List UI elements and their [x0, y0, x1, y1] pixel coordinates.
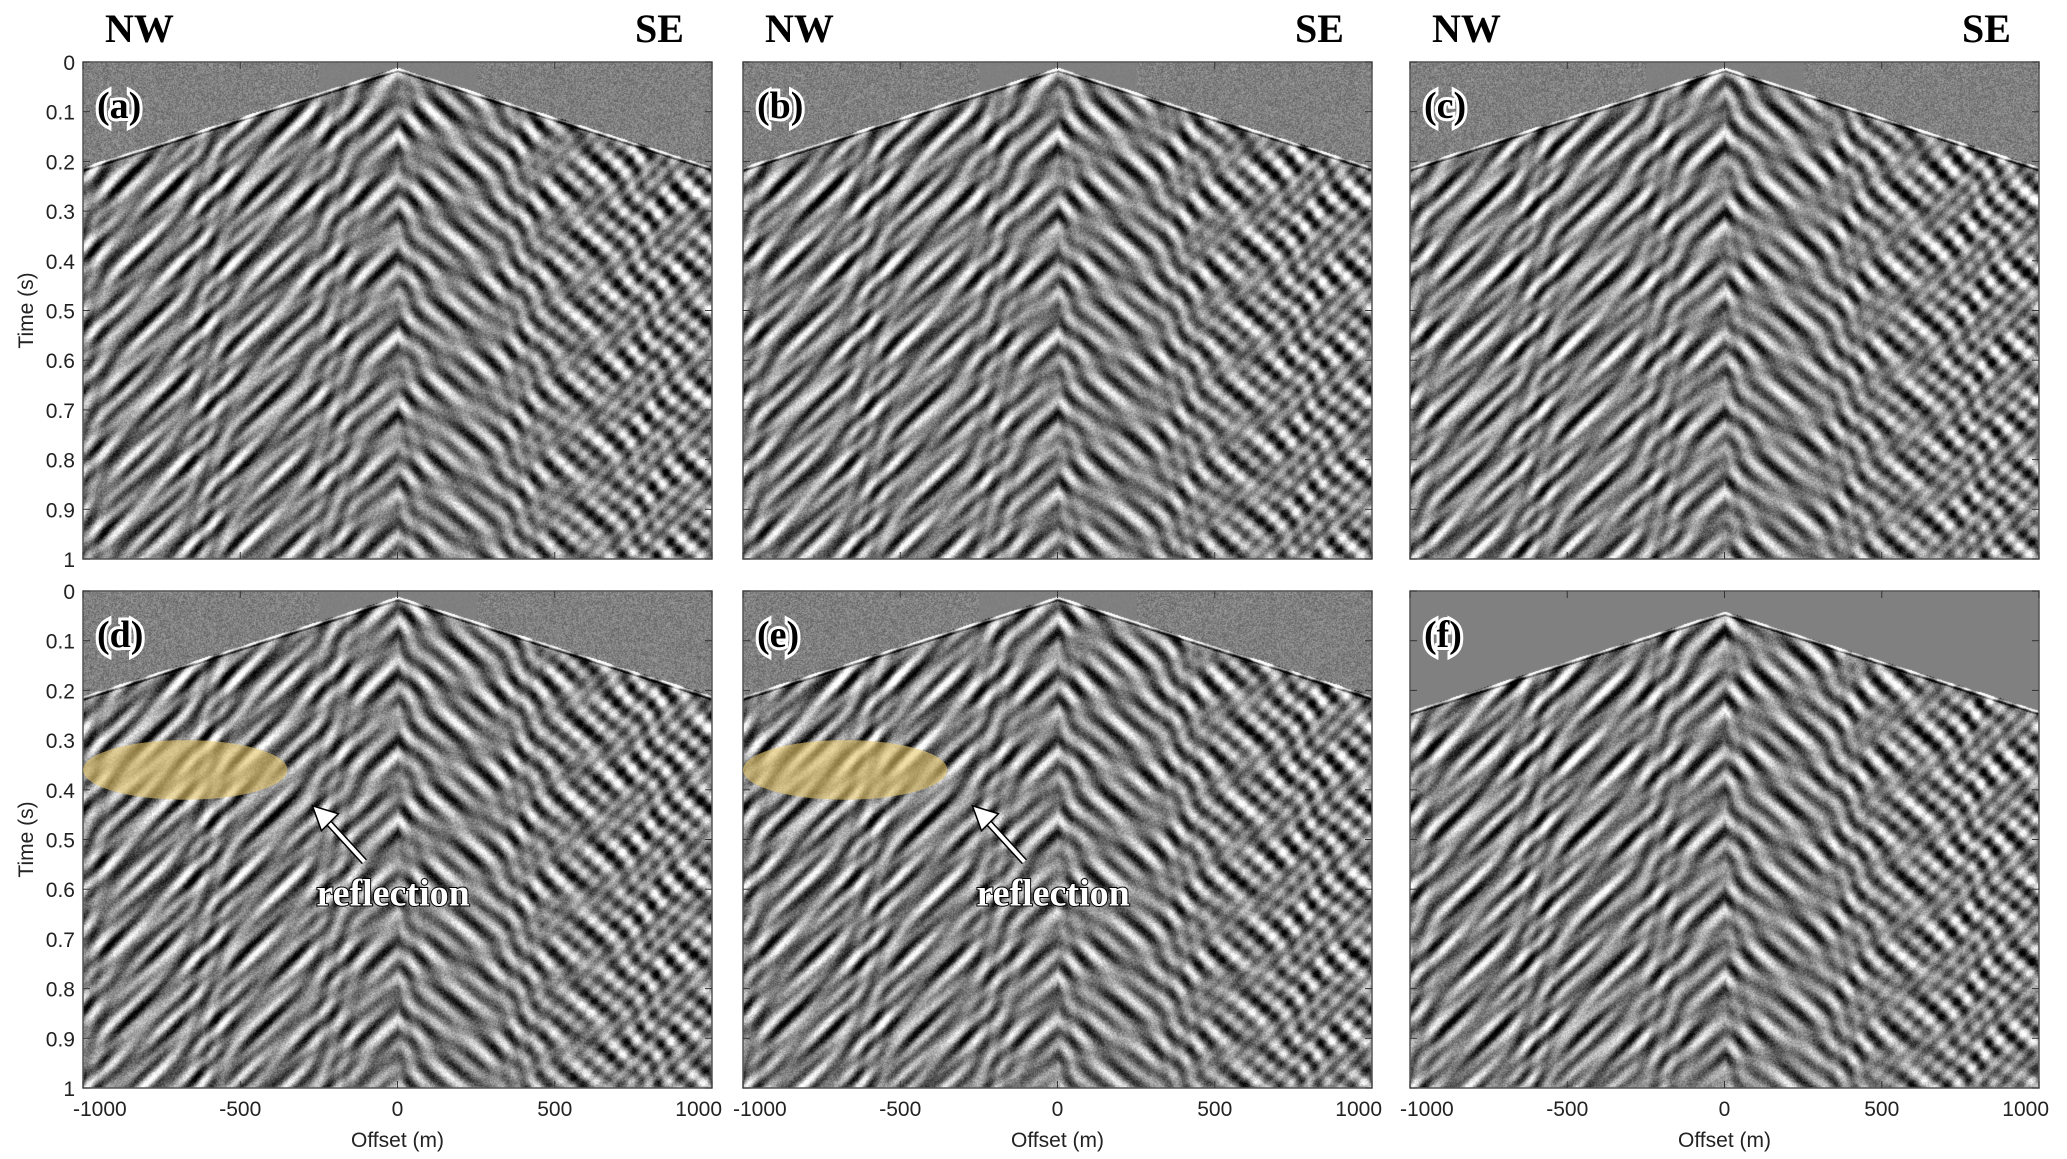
seismic-gather-panel-b — [743, 62, 1372, 559]
y-tick-label: 0.1 — [46, 631, 75, 654]
x-tick-label: 500 — [1197, 1098, 1232, 1121]
direction-label-nw: NW — [765, 6, 834, 51]
y-tick-label: 0.7 — [46, 400, 75, 423]
panel-label: (d) — [97, 614, 143, 656]
y-tick-label: 0 — [63, 52, 75, 75]
seismic-gather-panel-a — [83, 62, 712, 559]
y-tick-label: 0.3 — [46, 730, 75, 753]
x-axis-label: Offset (m) — [351, 1129, 444, 1152]
y-tick-label: 0.8 — [46, 450, 75, 473]
y-tick-label: 0.6 — [46, 879, 75, 902]
x-tick-label: 500 — [1864, 1098, 1899, 1121]
y-tick-label: 0.7 — [46, 929, 75, 952]
x-tick-label: 0 — [392, 1098, 404, 1121]
reflection-annotation: reflection — [976, 873, 1129, 915]
x-tick-label: 1000 — [2002, 1098, 2049, 1121]
x-tick-label: -500 — [879, 1098, 921, 1121]
direction-label-se: SE — [635, 6, 684, 51]
direction-label-se: SE — [1295, 6, 1344, 51]
x-tick-label: -1000 — [1400, 1098, 1454, 1121]
y-tick-label: 0.9 — [46, 1028, 75, 1051]
seismic-gather-panel-c — [1410, 62, 2039, 559]
y-tick-label: 1 — [63, 549, 75, 572]
y-tick-label: 0.8 — [46, 979, 75, 1002]
direction-label-nw: NW — [1432, 6, 1501, 51]
y-tick-label: 0.2 — [46, 680, 75, 703]
y-tick-label: 0.2 — [46, 151, 75, 174]
x-axis-label: Offset (m) — [1678, 1129, 1771, 1152]
reflection-highlight-ellipse — [82, 740, 288, 800]
seismic-gather-panel-f — [1410, 591, 2039, 1088]
x-tick-label: -500 — [219, 1098, 261, 1121]
x-tick-label: -1000 — [733, 1098, 787, 1121]
y-tick-label: 0.1 — [46, 102, 75, 125]
x-tick-label: 0 — [1719, 1098, 1731, 1121]
x-tick-label: -1000 — [73, 1098, 127, 1121]
y-tick-label: 0.4 — [46, 780, 76, 803]
x-tick-label: 1000 — [675, 1098, 722, 1121]
seismic-gather-panel-e — [743, 591, 1372, 1088]
direction-label-se: SE — [1962, 6, 2011, 51]
panel-label: (a) — [97, 85, 141, 127]
x-tick-label: 500 — [537, 1098, 572, 1121]
y-tick-label: 0 — [63, 581, 75, 604]
y-tick-label: 0.5 — [46, 830, 75, 853]
y-tick-label: 0.3 — [46, 201, 75, 224]
panel-label: (b) — [757, 85, 803, 127]
panel-label: (c) — [1424, 85, 1466, 127]
y-tick-label: 0.4 — [46, 251, 76, 274]
direction-label-nw: NW — [105, 6, 174, 51]
panel-label: (e) — [757, 614, 799, 656]
y-tick-label: 1 — [63, 1078, 75, 1101]
x-tick-label: -500 — [1546, 1098, 1588, 1121]
y-tick-label: 0.5 — [46, 301, 75, 324]
x-tick-label: 1000 — [1335, 1098, 1382, 1121]
x-axis-label: Offset (m) — [1011, 1129, 1104, 1152]
y-tick-label: 0.6 — [46, 350, 75, 373]
reflection-highlight-ellipse — [743, 740, 948, 800]
y-tick-label: 0.9 — [46, 499, 75, 522]
panel-label: (f) — [1424, 614, 1462, 656]
arrow-head-icon — [971, 804, 1000, 833]
arrow-head-icon — [311, 804, 340, 833]
seismic-gather-panel-d — [83, 591, 712, 1088]
reflection-annotation: reflection — [316, 873, 469, 915]
y-axis-label: Time (s) — [15, 272, 38, 348]
y-axis-label: Time (s) — [15, 801, 38, 877]
x-tick-label: 0 — [1052, 1098, 1064, 1121]
